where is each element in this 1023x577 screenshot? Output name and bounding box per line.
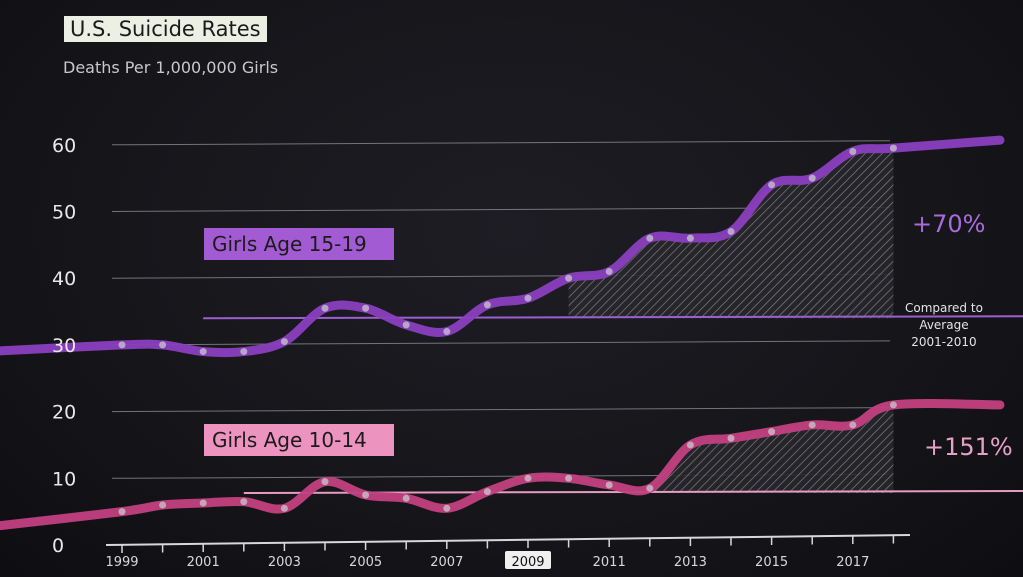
percent-change-label: +70% [912, 210, 985, 238]
data-point [565, 274, 573, 282]
data-point [727, 228, 735, 236]
x-tick-label: 2017 [836, 555, 869, 570]
data-point [280, 504, 288, 512]
data-point [199, 499, 207, 507]
data-point [686, 234, 694, 242]
series-label: Girls Age 15-19 [212, 232, 367, 256]
series-line [0, 398, 1005, 531]
data-point [362, 304, 370, 312]
data-point [402, 494, 410, 502]
y-tick-label: 10 [52, 468, 76, 490]
data-point [646, 484, 654, 492]
gridline [111, 140, 891, 146]
chart-subtitle: Deaths Per 1,000,000 Girls [63, 58, 279, 77]
y-tick-label: 50 [52, 202, 76, 224]
data-point [240, 348, 248, 356]
x-tick-highlight [505, 551, 551, 569]
data-point [280, 338, 288, 346]
data-point [605, 481, 613, 489]
data-point [524, 294, 532, 302]
data-point [199, 348, 207, 356]
data-point [768, 181, 776, 189]
x-tick-label: 2015 [755, 555, 788, 570]
data-point [686, 441, 694, 449]
y-tick-label: 20 [52, 402, 76, 424]
series-label-box [204, 228, 394, 260]
gridline [111, 340, 891, 346]
comparison-note: Compared to Average 2001-2010 [905, 300, 983, 351]
x-tick-label: 2003 [268, 555, 301, 570]
y-tick-label: 40 [52, 268, 76, 290]
data-point [889, 401, 897, 409]
data-point [808, 421, 816, 429]
series-label-box [204, 424, 394, 456]
x-tick-label: 2011 [593, 555, 626, 570]
note-line: Compared to [905, 301, 983, 315]
series-line [0, 135, 1005, 358]
series-label: Girls Age 10-14 [212, 428, 367, 452]
data-point [443, 504, 451, 512]
note-line: 2001-2010 [911, 335, 977, 349]
x-tick-label: 1999 [105, 555, 138, 570]
y-tick-label: 60 [52, 135, 76, 157]
x-tick-label: 2001 [187, 555, 220, 570]
data-point [524, 474, 532, 482]
x-tick-label: 2005 [349, 555, 382, 570]
data-point [402, 321, 410, 329]
data-point [483, 301, 491, 309]
data-point [889, 144, 897, 152]
average-line [203, 315, 1023, 320]
y-tick-label: 0 [52, 535, 64, 557]
data-point [159, 341, 167, 349]
gridline [111, 407, 891, 413]
data-point [808, 174, 816, 182]
x-tick-label: 2007 [430, 555, 463, 570]
data-point [118, 508, 126, 516]
x-tick-label: 2009 [511, 555, 544, 570]
data-point [768, 428, 776, 436]
percent-change-label: +151% [924, 433, 1013, 461]
data-point [727, 434, 735, 442]
note-line: Average [919, 318, 969, 332]
data-point [321, 304, 329, 312]
data-point [118, 341, 126, 349]
data-point [443, 328, 451, 336]
data-point [483, 488, 491, 496]
data-point [321, 478, 329, 486]
data-point [565, 474, 573, 482]
data-point [605, 268, 613, 276]
x-axis-line [105, 534, 911, 546]
y-tick-label: 30 [52, 335, 76, 357]
x-tick-label: 2013 [674, 555, 707, 570]
data-point [362, 491, 370, 499]
data-point [159, 501, 167, 509]
data-point [849, 147, 857, 155]
chart-title: U.S. Suicide Rates [64, 16, 267, 42]
data-point [646, 234, 654, 242]
data-point [849, 421, 857, 429]
data-point [240, 498, 248, 506]
